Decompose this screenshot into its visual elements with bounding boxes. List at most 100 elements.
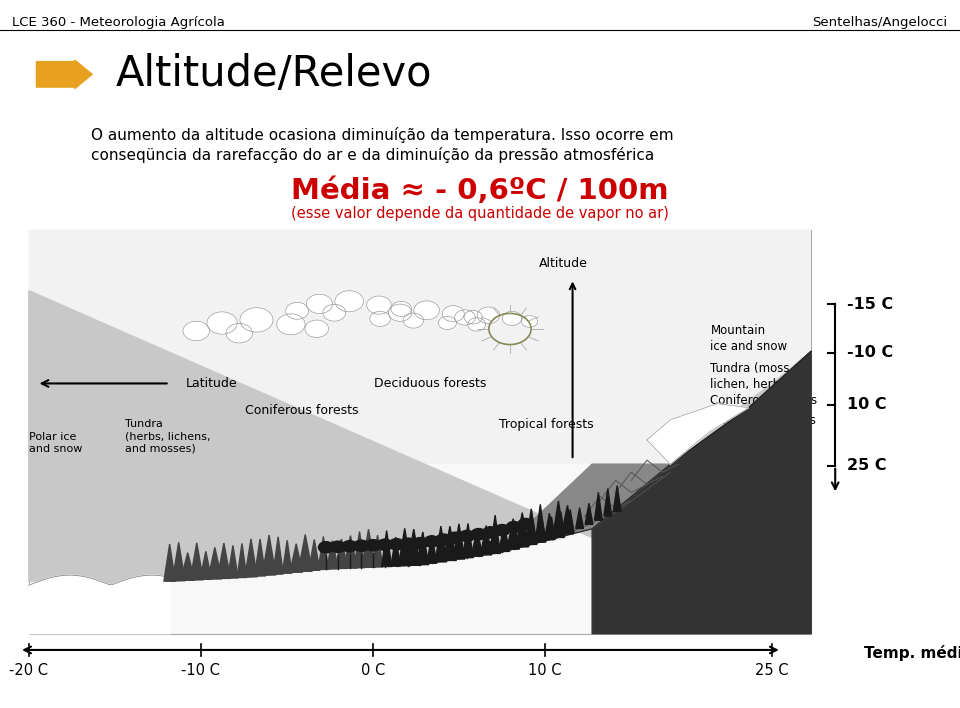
Circle shape bbox=[455, 310, 475, 325]
Text: Coniferous forests: Coniferous forests bbox=[710, 394, 818, 406]
Circle shape bbox=[424, 536, 440, 547]
Circle shape bbox=[400, 538, 416, 549]
Circle shape bbox=[389, 539, 404, 550]
Polygon shape bbox=[519, 520, 527, 547]
Polygon shape bbox=[173, 542, 185, 581]
Circle shape bbox=[391, 302, 412, 316]
Text: -10 C: -10 C bbox=[847, 345, 893, 360]
Polygon shape bbox=[427, 535, 437, 564]
Text: Polar ice
and snow: Polar ice and snow bbox=[29, 432, 83, 454]
Text: -15 C: -15 C bbox=[847, 297, 893, 312]
Text: LCE 360 - Meteorologia Agrícola: LCE 360 - Meteorologia Agrícola bbox=[12, 16, 226, 28]
Circle shape bbox=[443, 306, 465, 322]
Circle shape bbox=[377, 539, 393, 550]
Text: Tropical forests: Tropical forests bbox=[499, 418, 594, 430]
Text: Sentelhas/Angelocci: Sentelhas/Angelocci bbox=[812, 16, 948, 28]
Circle shape bbox=[468, 318, 486, 331]
Polygon shape bbox=[335, 539, 348, 569]
Polygon shape bbox=[647, 404, 749, 464]
Polygon shape bbox=[498, 464, 670, 553]
Polygon shape bbox=[391, 537, 400, 566]
Polygon shape bbox=[604, 489, 612, 516]
Polygon shape bbox=[282, 540, 292, 573]
Polygon shape bbox=[499, 525, 510, 552]
Polygon shape bbox=[444, 526, 456, 561]
Circle shape bbox=[483, 527, 498, 538]
Polygon shape bbox=[592, 351, 811, 634]
Polygon shape bbox=[547, 517, 555, 539]
Circle shape bbox=[447, 532, 463, 544]
Polygon shape bbox=[566, 510, 574, 532]
Circle shape bbox=[494, 525, 510, 536]
Text: Deciduous forests: Deciduous forests bbox=[710, 414, 816, 427]
Polygon shape bbox=[463, 523, 473, 558]
Polygon shape bbox=[208, 547, 222, 579]
Polygon shape bbox=[29, 575, 170, 634]
Text: Tropical forests: Tropical forests bbox=[710, 446, 800, 459]
Text: Altitude/Relevo: Altitude/Relevo bbox=[115, 53, 432, 96]
Circle shape bbox=[367, 296, 391, 314]
Polygon shape bbox=[200, 552, 211, 579]
Polygon shape bbox=[381, 530, 392, 566]
Text: -20 C: -20 C bbox=[10, 663, 48, 678]
Polygon shape bbox=[585, 503, 593, 525]
Polygon shape bbox=[344, 536, 357, 568]
Polygon shape bbox=[539, 518, 546, 542]
Circle shape bbox=[502, 312, 521, 326]
Polygon shape bbox=[490, 515, 500, 554]
Polygon shape bbox=[217, 543, 230, 578]
Text: Mountain
ice and snow: Mountain ice and snow bbox=[710, 324, 787, 353]
Text: 10 C: 10 C bbox=[847, 397, 886, 413]
Polygon shape bbox=[516, 513, 529, 547]
Text: Média ≈ - 0,6ºC / 100m: Média ≈ - 0,6ºC / 100m bbox=[291, 177, 669, 205]
Text: Coniferous forests: Coniferous forests bbox=[245, 404, 358, 416]
Text: -10 C: -10 C bbox=[181, 663, 221, 678]
Polygon shape bbox=[594, 492, 602, 520]
Circle shape bbox=[183, 321, 209, 341]
Polygon shape bbox=[562, 506, 573, 534]
Polygon shape bbox=[326, 541, 338, 569]
Circle shape bbox=[353, 540, 369, 552]
Text: 25 C: 25 C bbox=[756, 663, 789, 678]
Polygon shape bbox=[613, 486, 621, 511]
Polygon shape bbox=[309, 539, 320, 571]
Polygon shape bbox=[544, 513, 554, 539]
Polygon shape bbox=[273, 537, 283, 574]
Polygon shape bbox=[453, 524, 465, 559]
Circle shape bbox=[305, 320, 328, 338]
Polygon shape bbox=[417, 532, 429, 564]
Polygon shape bbox=[507, 519, 519, 549]
Polygon shape bbox=[245, 539, 257, 577]
Text: Tundra (moss,
lichen, herbs): Tundra (moss, lichen, herbs) bbox=[710, 362, 794, 391]
Polygon shape bbox=[435, 526, 446, 562]
Circle shape bbox=[389, 304, 412, 321]
Text: Altitude: Altitude bbox=[539, 258, 588, 270]
Circle shape bbox=[330, 541, 346, 552]
Polygon shape bbox=[164, 544, 176, 581]
Circle shape bbox=[506, 522, 521, 532]
FancyArrow shape bbox=[36, 60, 92, 88]
Polygon shape bbox=[254, 539, 266, 576]
Circle shape bbox=[335, 291, 364, 312]
Polygon shape bbox=[471, 530, 483, 556]
Polygon shape bbox=[526, 509, 537, 544]
Bar bbox=[29, 230, 811, 634]
Text: 10 C: 10 C bbox=[528, 663, 562, 678]
Text: Latitude: Latitude bbox=[185, 377, 237, 390]
Circle shape bbox=[276, 314, 305, 335]
Polygon shape bbox=[237, 544, 247, 578]
Polygon shape bbox=[510, 527, 517, 549]
Polygon shape bbox=[398, 528, 411, 566]
Circle shape bbox=[286, 302, 308, 319]
Circle shape bbox=[319, 542, 334, 553]
Text: 25 C: 25 C bbox=[847, 458, 886, 474]
Circle shape bbox=[403, 313, 423, 328]
Polygon shape bbox=[536, 504, 545, 542]
Circle shape bbox=[366, 539, 381, 551]
Circle shape bbox=[342, 541, 357, 552]
Circle shape bbox=[370, 312, 391, 326]
Circle shape bbox=[464, 310, 482, 324]
Circle shape bbox=[306, 295, 332, 314]
Circle shape bbox=[323, 304, 346, 321]
Circle shape bbox=[240, 308, 273, 332]
